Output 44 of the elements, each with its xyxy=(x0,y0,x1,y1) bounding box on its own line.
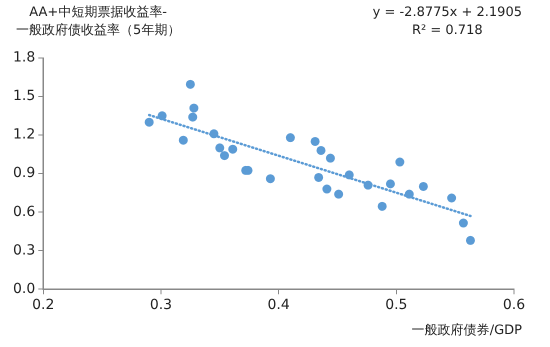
point xyxy=(178,136,188,145)
x-tick-label: 0.6 xyxy=(502,297,526,314)
y-tick-label: 0.9 xyxy=(13,165,36,182)
point xyxy=(322,184,332,194)
y-tick-label: 1.5 xyxy=(13,88,36,104)
y-tick-label: 0.0 xyxy=(13,280,36,297)
x-tick-label: 0.3 xyxy=(150,297,172,314)
point xyxy=(158,111,167,120)
point xyxy=(316,146,326,155)
point xyxy=(395,158,404,167)
point xyxy=(209,129,218,138)
x-tick-label: 0.5 xyxy=(385,297,408,314)
point xyxy=(188,112,198,122)
y-tick-label: 1.8 xyxy=(13,50,36,66)
point xyxy=(144,118,154,127)
point xyxy=(314,172,324,182)
point xyxy=(228,144,238,154)
point xyxy=(466,236,475,245)
y-tick-label: 0.6 xyxy=(13,204,36,220)
point xyxy=(286,133,295,142)
point xyxy=(364,180,373,190)
point xyxy=(215,143,224,152)
point xyxy=(447,194,456,203)
x-tick-label: 0.2 xyxy=(32,297,54,314)
text: R² = 0.718 xyxy=(412,23,483,38)
y-tick-label: 1.2 xyxy=(13,126,36,143)
y-tick-label: 0.3 xyxy=(13,242,36,258)
point xyxy=(404,190,414,199)
point xyxy=(344,170,354,180)
text: y = -2.8775x + 2.1905 xyxy=(372,5,522,20)
point xyxy=(310,136,320,146)
point xyxy=(418,182,428,191)
point xyxy=(378,202,387,211)
point xyxy=(186,80,195,89)
point xyxy=(326,154,335,163)
x-tick-label: 0.4 xyxy=(268,297,290,314)
point xyxy=(334,190,344,199)
point xyxy=(386,179,395,188)
x-axis-title: 一般政府债券/GDP xyxy=(412,322,522,340)
point xyxy=(266,174,275,184)
point xyxy=(220,151,229,160)
point xyxy=(458,218,468,228)
point xyxy=(189,104,198,113)
y-axis-title: AA+中短期票据收益率- 一般政府债收益率（5年期） xyxy=(16,4,180,40)
